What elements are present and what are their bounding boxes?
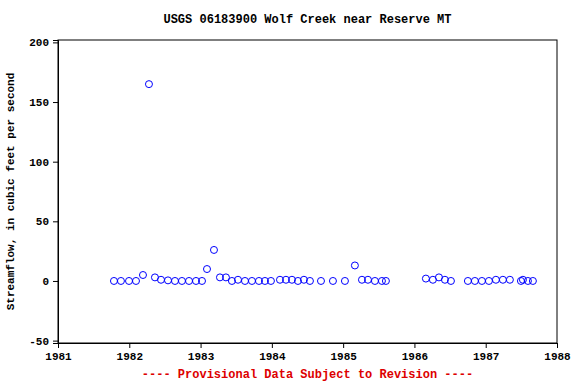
x-tick-label: 1988 bbox=[544, 351, 571, 363]
y-tick: 200 bbox=[29, 37, 58, 49]
data-point bbox=[464, 277, 471, 284]
data-point bbox=[171, 277, 178, 284]
data-point bbox=[210, 246, 217, 253]
data-point bbox=[341, 277, 348, 284]
data-point bbox=[364, 276, 371, 283]
x-tick: 1985 bbox=[330, 343, 357, 363]
data-point bbox=[186, 277, 193, 284]
data-point bbox=[110, 277, 117, 284]
x-tick-label: 1986 bbox=[402, 351, 428, 363]
y-tick-label: -50 bbox=[29, 336, 49, 348]
y-tick-label: 0 bbox=[42, 276, 49, 288]
chart: 1981 1982 1983 1984 1985 1986 1987 1988 -50 0 50 10… bbox=[0, 0, 576, 384]
data-point bbox=[248, 277, 255, 284]
x-axis: 1981 1982 1983 1984 1985 1986 1987 1988 bbox=[45, 343, 571, 363]
points bbox=[110, 81, 536, 285]
data-point bbox=[478, 277, 485, 284]
x-tick-label: 1983 bbox=[188, 351, 215, 363]
x-tick: 1981 bbox=[45, 343, 72, 363]
x-tick: 1982 bbox=[117, 343, 143, 363]
x-tick: 1987 bbox=[473, 343, 499, 363]
y-tick: -50 bbox=[29, 336, 58, 348]
x-tick: 1988 bbox=[544, 343, 571, 363]
y-tick: 50 bbox=[36, 216, 58, 228]
data-point bbox=[329, 277, 336, 284]
data-point bbox=[499, 276, 506, 283]
x-tick-mark bbox=[343, 343, 344, 348]
data-point bbox=[471, 277, 478, 284]
data-point bbox=[198, 277, 205, 284]
data-point bbox=[485, 277, 492, 284]
data-point bbox=[267, 277, 274, 284]
x-tick-mark bbox=[201, 343, 202, 348]
y-axis: -50 0 50 100 150 200 bbox=[29, 37, 58, 347]
y-tick-label: 100 bbox=[29, 157, 49, 169]
x-tick-mark bbox=[557, 343, 558, 348]
data-point bbox=[158, 276, 165, 283]
data-point bbox=[371, 277, 378, 284]
y-tick-label: 150 bbox=[29, 97, 49, 109]
title: USGS 06183900 Wolf Creek near Reserve MT bbox=[163, 13, 451, 27]
y-tick-mark bbox=[53, 221, 58, 222]
y-tick-mark bbox=[53, 281, 58, 282]
y-tick: 150 bbox=[29, 97, 58, 109]
y-tick-label: 200 bbox=[29, 37, 49, 49]
plot-frame bbox=[58, 40, 557, 343]
data-point bbox=[447, 277, 454, 284]
data-point bbox=[164, 277, 171, 284]
data-point bbox=[382, 277, 389, 284]
data-point bbox=[529, 277, 536, 284]
data-point bbox=[519, 276, 526, 283]
data-point bbox=[139, 272, 146, 279]
y-tick-mark bbox=[53, 102, 58, 103]
data-point bbox=[132, 277, 139, 284]
x-tick-label: 1987 bbox=[473, 351, 499, 363]
x-tick: 1984 bbox=[259, 343, 286, 363]
y-tick: 100 bbox=[29, 157, 58, 169]
data-point bbox=[492, 276, 499, 283]
data-point bbox=[422, 275, 429, 282]
y-axis-title: Streamflow, in cubic feet per second bbox=[5, 73, 17, 311]
data-point bbox=[317, 277, 324, 284]
x-tick-mark bbox=[129, 343, 130, 348]
data-point bbox=[241, 277, 248, 284]
x-tick-mark bbox=[414, 343, 415, 348]
data-point bbox=[203, 266, 210, 273]
x-tick-label: 1981 bbox=[45, 351, 72, 363]
x-tick: 1983 bbox=[188, 343, 215, 363]
y-tick-label: 50 bbox=[36, 216, 49, 228]
x-tick-label: 1985 bbox=[330, 351, 357, 363]
y-tick-mark bbox=[53, 162, 58, 163]
x-axis-line bbox=[59, 344, 558, 349]
data-point bbox=[126, 277, 133, 284]
data-point bbox=[178, 277, 185, 284]
y-tick: 0 bbox=[42, 276, 58, 288]
x-tick-label: 1984 bbox=[259, 351, 286, 363]
y-tick-mark bbox=[53, 42, 58, 43]
data-point bbox=[234, 276, 241, 283]
x-tick-mark bbox=[486, 343, 487, 348]
data-point bbox=[351, 262, 358, 269]
y-axis-line bbox=[53, 41, 59, 344]
footer-note: ---- Provisional Data Subject to Revisio… bbox=[142, 368, 473, 382]
x-tick-label: 1982 bbox=[117, 351, 143, 363]
data-point bbox=[306, 277, 313, 284]
data-point bbox=[145, 81, 152, 88]
data-point bbox=[117, 277, 124, 284]
x-tick: 1986 bbox=[402, 343, 428, 363]
x-tick-mark bbox=[272, 343, 273, 348]
data-point bbox=[506, 276, 513, 283]
y-tick-mark bbox=[53, 341, 58, 342]
